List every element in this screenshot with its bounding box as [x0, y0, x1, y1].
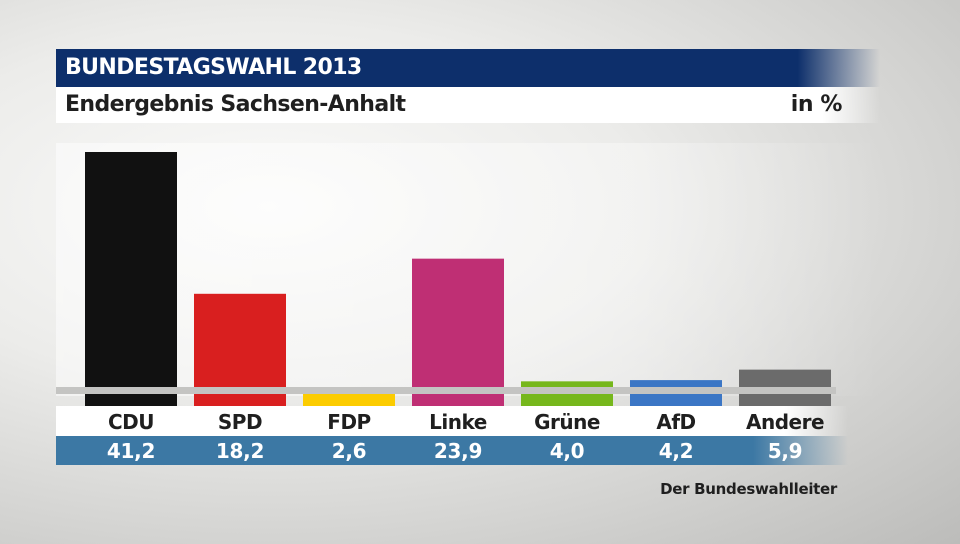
category-label: Linke — [429, 410, 487, 434]
category-label: SPD — [217, 410, 263, 434]
bar-cdu — [85, 152, 177, 406]
category-label: CDU — [107, 410, 155, 434]
value-label: 23,9 — [433, 439, 483, 463]
value-label: 41,2 — [106, 439, 156, 463]
subtitle-bar: Endergebnis Sachsen-Anhalt in % — [56, 87, 880, 123]
value-label: 18,2 — [215, 439, 265, 463]
unit-label: in % — [790, 92, 843, 117]
category-label: FDP — [327, 410, 371, 434]
category-label: Grüne — [534, 410, 600, 434]
bar-linke — [412, 258, 504, 406]
baseline-rule — [56, 387, 836, 394]
category-label: Andere — [745, 410, 825, 434]
category-label: AfD — [656, 410, 696, 434]
chart-title: BUNDESTAGSWAHL 2013 — [65, 55, 362, 80]
value-label-strip — [56, 436, 848, 465]
value-label: 5,9 — [767, 439, 803, 463]
category-label-strip — [56, 406, 848, 436]
title-bar: BUNDESTAGSWAHL 2013 — [56, 49, 880, 87]
source-credit: Der Bundeswahlleiter — [660, 480, 837, 498]
value-label: 2,6 — [331, 439, 367, 463]
value-label: 4,2 — [658, 439, 694, 463]
chart-subtitle: Endergebnis Sachsen-Anhalt — [65, 92, 406, 117]
value-label: 4,0 — [549, 439, 585, 463]
